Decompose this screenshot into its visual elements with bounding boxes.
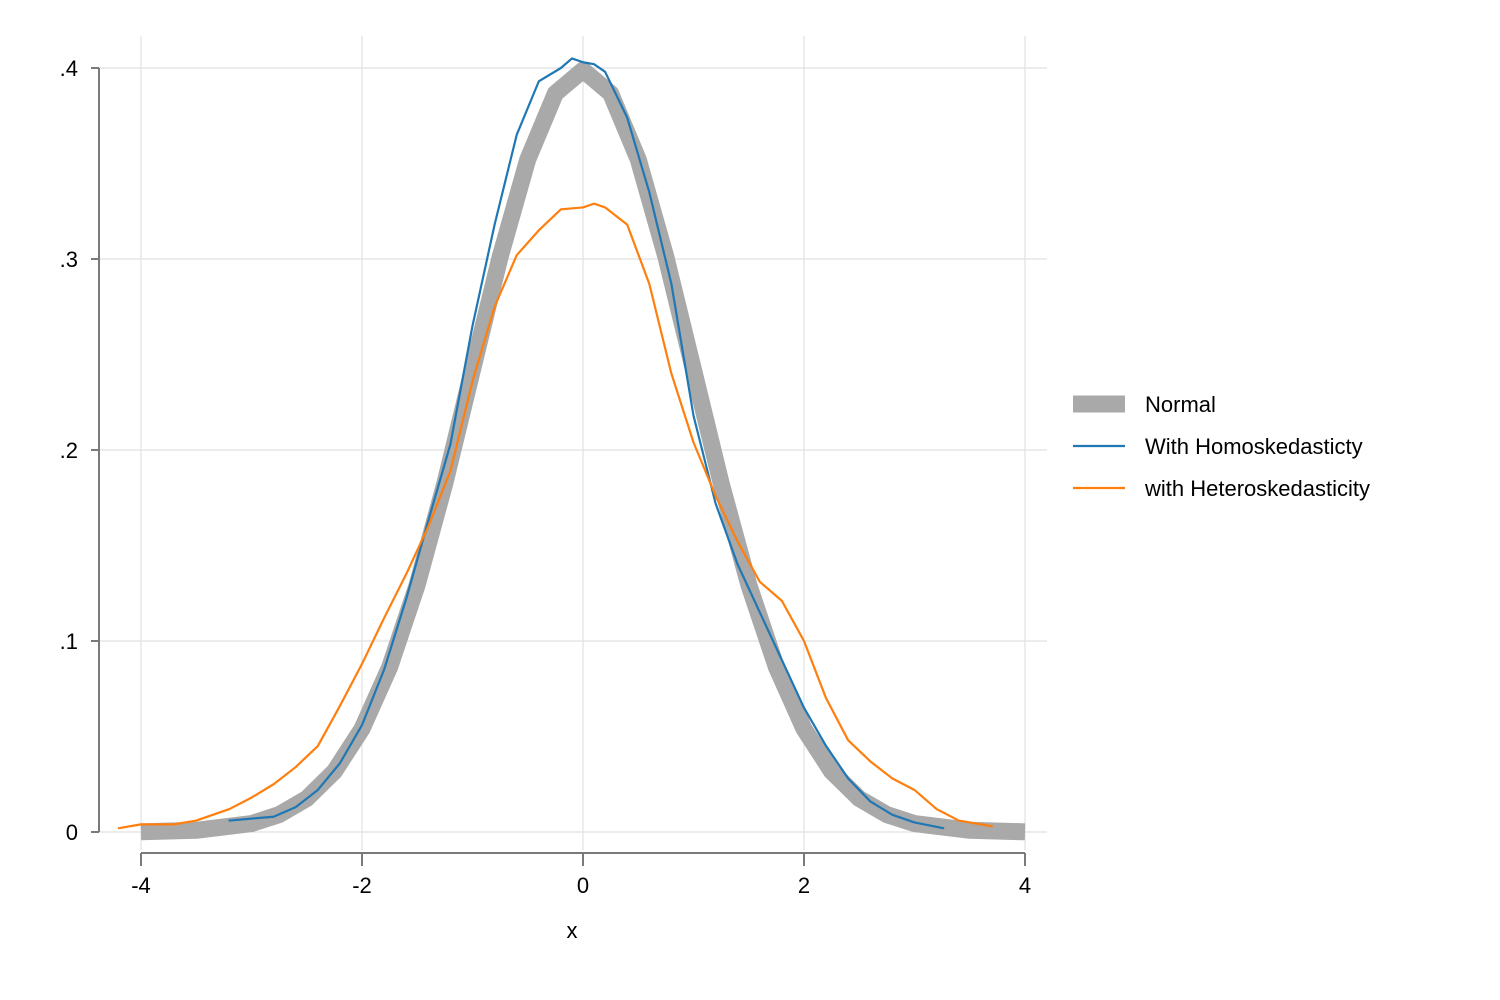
y-tick-label: .1: [60, 629, 78, 654]
x-axis-title: x: [567, 918, 578, 943]
x-tick-label: -2: [352, 873, 372, 898]
x-tick-label: 4: [1019, 873, 1031, 898]
legend: Normal With Homoskedasticty with Heteroske…: [1073, 392, 1370, 501]
y-tick-label: .3: [60, 247, 78, 272]
x-tick-label: -4: [131, 873, 151, 898]
axes: 0 .1 .2 .3 .4 -4 -2 0 2 4: [60, 56, 1031, 898]
series-line-1: [228, 57, 945, 830]
series-line-2: [117, 202, 993, 830]
legend-label-1: With Homoskedasticty: [1145, 434, 1363, 459]
legend-label-0: Normal: [1145, 392, 1216, 417]
x-tick-label: 0: [577, 873, 589, 898]
y-tick-label: .4: [60, 56, 78, 81]
series-lines: [117, 57, 1026, 841]
y-tick-label: 0: [66, 820, 78, 845]
legend-label-2: with Heteroskedasticity: [1144, 476, 1370, 501]
y-tick-label: .2: [60, 438, 78, 463]
x-tick-label: 2: [798, 873, 810, 898]
grid-lines: [99, 36, 1047, 850]
